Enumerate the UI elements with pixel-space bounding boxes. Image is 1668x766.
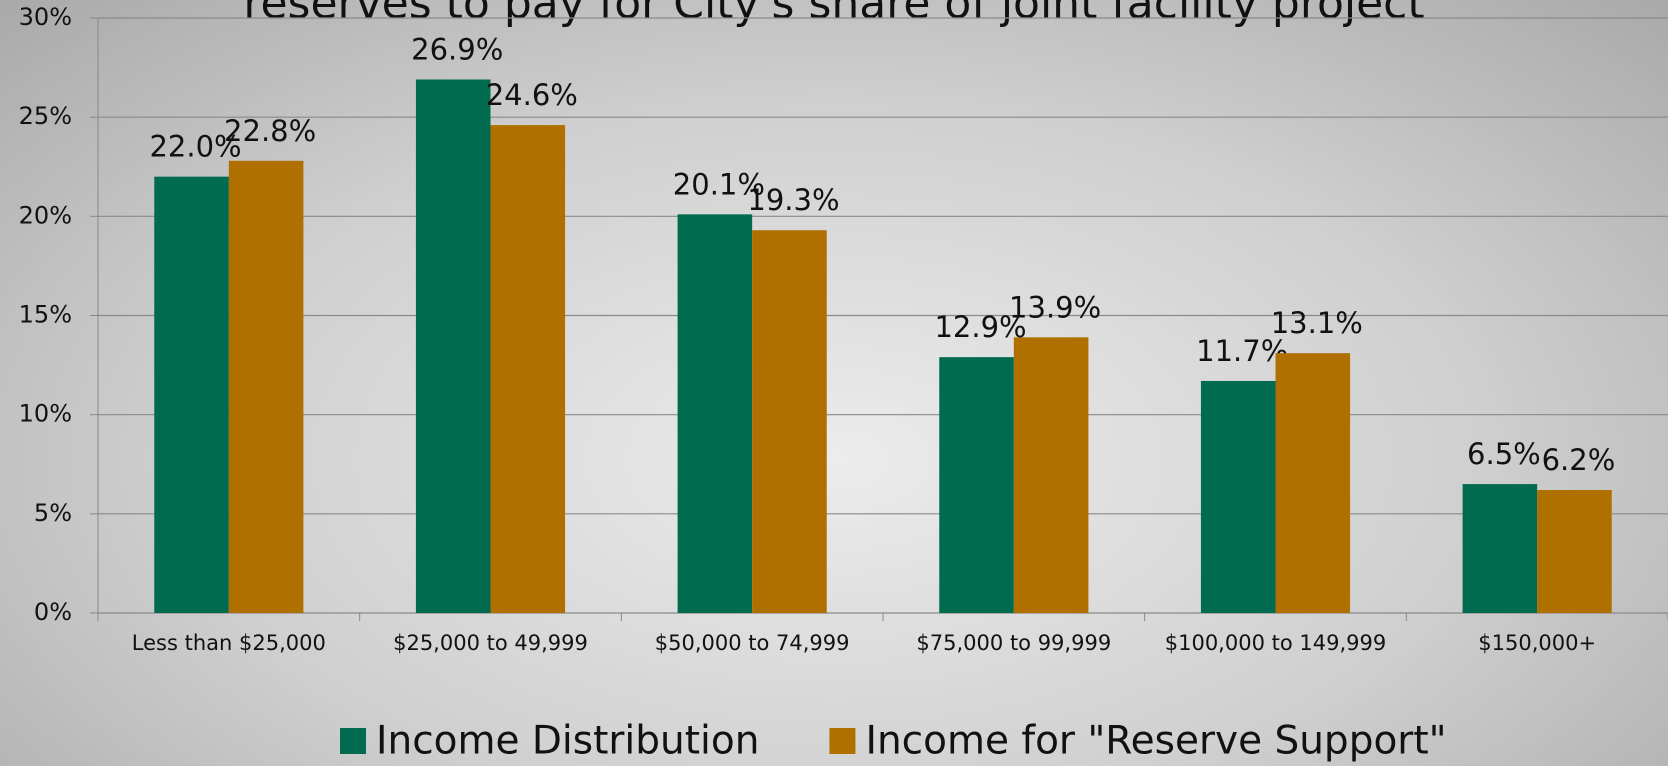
data-label: 20.1%	[673, 167, 765, 201]
bar	[415, 79, 491, 613]
data-label: 22.8%	[224, 114, 316, 148]
y-tick-label: 15%	[19, 301, 72, 329]
y-tick-label: 5%	[34, 499, 72, 527]
data-label: 13.1%	[1271, 306, 1363, 340]
y-tick-label: 25%	[19, 102, 72, 130]
bar	[752, 230, 827, 613]
data-label: 6.5%	[1467, 437, 1541, 471]
data-label: 13.9%	[1009, 290, 1101, 324]
bar	[677, 214, 753, 613]
y-tick-label: 10%	[19, 400, 72, 428]
legend-swatch	[340, 728, 366, 754]
bar	[154, 176, 229, 613]
bar	[939, 357, 1014, 613]
y-tick-label: 0%	[34, 598, 72, 626]
bar	[1462, 484, 1538, 613]
data-label: 6.2%	[1542, 443, 1616, 477]
legend-label: Income Distribution	[376, 719, 759, 764]
data-label: 26.9%	[411, 32, 503, 66]
bar	[1537, 490, 1612, 613]
data-label: 22.0%	[149, 130, 241, 164]
x-tick-label: $150,000+	[1478, 631, 1597, 655]
bar	[1275, 353, 1351, 613]
x-tick-label: $75,000 to 99,999	[916, 631, 1112, 655]
x-tick-label: Less than $25,000	[131, 631, 326, 655]
legend-swatch	[829, 728, 856, 754]
bar	[490, 125, 566, 613]
x-tick-label: $100,000 to 149,999	[1164, 631, 1387, 655]
bar	[228, 160, 304, 614]
data-label: 12.9%	[934, 310, 1026, 344]
y-tick-label: 30%	[19, 3, 72, 31]
x-tick-label: $25,000 to 49,999	[393, 631, 588, 655]
data-label: 24.6%	[486, 78, 578, 112]
legend-label: Income for "Reserve Support"	[865, 719, 1446, 764]
data-label: 11.7%	[1196, 334, 1288, 368]
y-tick-label: 20%	[19, 201, 72, 229]
bar	[1200, 380, 1276, 613]
data-label: 19.3%	[747, 183, 839, 217]
bar	[1013, 337, 1089, 613]
x-tick-label: $50,000 to 74,999	[654, 631, 850, 655]
chart-title: reserves to pay for City's share of join…	[243, 0, 1424, 29]
